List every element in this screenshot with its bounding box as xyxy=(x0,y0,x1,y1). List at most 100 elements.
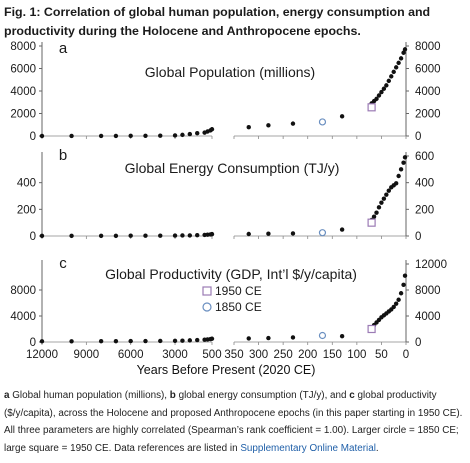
marker-1850 xyxy=(318,331,327,340)
y-tick-label-left: 4000 xyxy=(10,311,36,323)
data-point-anthropocene xyxy=(389,74,394,79)
panel-b: 0 200 400 0 200 400 600 b Global Energy Consumpt… xyxy=(17,147,434,243)
data-point-holocene xyxy=(128,133,133,139)
data-point-anthropocene xyxy=(401,160,406,165)
data-point-holocene xyxy=(172,233,178,238)
data-point-anthropocene xyxy=(374,210,379,215)
data-point-holocene xyxy=(143,233,148,238)
data-point-anthropocene xyxy=(374,96,379,102)
data-point-anthropocene xyxy=(371,214,377,219)
data-point-anthropocene xyxy=(266,123,271,128)
data-point-holocene xyxy=(39,339,45,344)
caption-text-3: global productivity ($/y/capita), across… xyxy=(4,390,463,454)
data-point-holocene xyxy=(113,338,119,344)
caption-text-4: . xyxy=(375,442,379,454)
data-point-anthropocene xyxy=(393,181,399,186)
figure-title: Fig. 1: Correlation of global human popu… xyxy=(4,5,431,38)
y-tick-label-left: 200 xyxy=(17,204,36,216)
data-point-holocene xyxy=(195,130,200,136)
chart-panels: 0200040006000800002000400060008000aGloba… xyxy=(10,40,447,361)
y-tick-label-right: 6000 xyxy=(415,64,441,76)
data-point-anthropocene xyxy=(246,231,251,237)
data-point-anthropocene xyxy=(376,205,382,210)
legend-label-1850: 1850 CE xyxy=(215,300,262,314)
data-point-anthropocene xyxy=(339,333,345,339)
caption-label-b: b xyxy=(169,390,176,401)
data-point-holocene xyxy=(128,233,133,238)
data-point-holocene xyxy=(172,133,178,138)
y-tick-label-right: 0 xyxy=(415,131,421,143)
data-point-anthropocene xyxy=(384,192,389,197)
data-point-anthropocene xyxy=(393,301,399,306)
panel-c: 0 4000 8000 0 4000 8000 12000 c Global Productiv… xyxy=(10,255,447,361)
data-point-holocene xyxy=(172,338,178,344)
data-point-anthropocene xyxy=(246,336,251,341)
data-point-holocene xyxy=(69,233,74,239)
y-tick-label-right: 4000 xyxy=(415,311,441,323)
legend: 1950 CE 1850 CE xyxy=(202,284,262,314)
caption-label-a: a xyxy=(4,390,10,401)
data-point-anthropocene xyxy=(386,188,391,193)
data-point-anthropocene xyxy=(398,167,404,172)
data-point-holocene xyxy=(113,133,119,139)
y-tick-label-right: 12000 xyxy=(415,259,447,271)
panel-letter: a xyxy=(59,40,68,57)
y-tick-label-right: 0 xyxy=(415,231,421,243)
data-point-anthropocene xyxy=(398,56,404,61)
data-point-holocene xyxy=(180,233,185,238)
data-point-holocene xyxy=(187,131,193,137)
y-tick-label-left: 0 xyxy=(30,131,36,143)
data-point-holocene xyxy=(187,338,193,343)
data-point-anthropocene xyxy=(376,93,382,98)
data-point-holocene xyxy=(143,133,148,138)
data-point-holocene xyxy=(98,339,104,344)
y-tick-label-left: 8000 xyxy=(10,41,36,53)
x-tick-label-right: 100 xyxy=(347,349,366,361)
data-point-anthropocene xyxy=(339,227,345,232)
x-tick-label-right: 0 xyxy=(403,349,409,361)
panel-letter: b xyxy=(59,147,67,164)
marker-1950 xyxy=(367,324,376,334)
y-tick-label-right: 200 xyxy=(415,204,434,216)
x-tick-label-left: 12000 xyxy=(26,349,58,361)
x-tick-label-left: 3000 xyxy=(162,349,188,361)
data-point-holocene xyxy=(98,133,104,139)
data-point-anthropocene xyxy=(290,121,296,126)
data-point-holocene xyxy=(98,233,104,239)
y-tick-label-left: 4000 xyxy=(10,86,36,98)
x-tick-label-right: 300 xyxy=(249,349,268,361)
y-tick-label-right: 400 xyxy=(415,178,434,190)
data-point-holocene xyxy=(39,233,45,239)
x-axis-title: Years Before Present (2020 CE) xyxy=(137,363,316,377)
x-tick-label-right: 150 xyxy=(323,349,342,361)
data-point-anthropocene xyxy=(402,273,408,278)
x-tick-label-right: 200 xyxy=(298,349,317,361)
panel-title: Global Energy Consumption (TJ/y) xyxy=(125,160,340,176)
data-point-anthropocene xyxy=(396,60,401,66)
figure-caption: a Global human population (millions), b … xyxy=(4,387,466,457)
data-point-anthropocene xyxy=(402,47,408,52)
data-point-anthropocene xyxy=(266,231,271,236)
y-tick-label-right: 0 xyxy=(415,337,421,349)
panel-title: Global Productivity (GDP, Int’l $/y/capi… xyxy=(105,266,357,282)
x-tick-label-right: 350 xyxy=(224,349,243,361)
y-tick-label-right: 8000 xyxy=(415,285,441,297)
y-tick-label-left: 0 xyxy=(30,337,36,349)
y-tick-label-left: 400 xyxy=(17,178,36,190)
data-point-anthropocene xyxy=(339,114,345,119)
figure-chart: 0200040006000800002000400060008000aGloba… xyxy=(10,40,447,377)
data-point-anthropocene xyxy=(290,335,296,340)
x-tick-label-left: 500 xyxy=(202,349,221,361)
y-tick-label-left: 8000 xyxy=(10,285,36,297)
data-point-anthropocene xyxy=(401,50,406,55)
x-tick-label-left: 6000 xyxy=(118,349,144,361)
data-point-anthropocene xyxy=(386,78,391,84)
y-tick-label-right: 4000 xyxy=(415,86,441,98)
supplementary-link[interactable]: Supplementary Online Material xyxy=(240,442,376,454)
data-point-holocene xyxy=(195,233,200,238)
data-point-holocene xyxy=(180,132,185,138)
y-tick-label-left: 2000 xyxy=(10,109,36,121)
data-point-holocene xyxy=(209,127,215,132)
data-point-anthropocene xyxy=(391,69,396,75)
panel-title: Global Population (millions) xyxy=(145,64,315,80)
